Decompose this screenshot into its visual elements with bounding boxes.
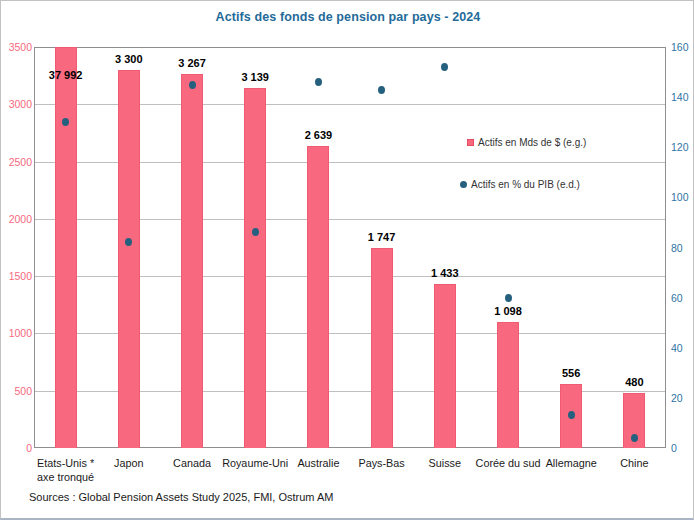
right-axis-tick: 20	[671, 392, 683, 404]
dot-pib	[505, 294, 512, 302]
dot-pib	[315, 78, 322, 86]
dot-pib	[189, 81, 196, 89]
bar-value-label: 2 639	[286, 129, 350, 141]
chart-title: Actifs des fonds de pension par pays - 2…	[1, 10, 694, 24]
left-axis-tick: 3500	[3, 41, 32, 53]
bar-actifs	[497, 322, 519, 448]
left-axis-tick: 3000	[3, 98, 32, 110]
left-axis-tick: 500	[3, 385, 32, 397]
bar-actifs	[55, 47, 77, 448]
dot-pib	[631, 434, 638, 442]
right-axis-tick: 160	[671, 41, 689, 53]
legend-bars-label: Actifs en Mds de $ (e.g.)	[478, 137, 586, 148]
right-axis-tick: 80	[671, 242, 683, 254]
right-axis-tick: 140	[671, 91, 689, 103]
chart-canvas: Actifs des fonds de pension par pays - 2…	[0, 0, 694, 520]
bar-actifs	[118, 70, 140, 448]
dot-pib	[378, 86, 385, 94]
bar-value-label: 1 098	[476, 305, 540, 317]
category-footnote: axe tronqué	[28, 471, 104, 485]
bar-actifs	[181, 74, 203, 448]
bar-value-label: 1 433	[413, 267, 477, 279]
right-axis-tick: 60	[671, 292, 683, 304]
bar-series-swatch-icon	[467, 139, 474, 146]
bar-value-label: 3 139	[223, 71, 287, 83]
legend-item-bars: Actifs en Mds de $ (e.g.)	[467, 137, 586, 148]
right-axis-tick: 120	[671, 141, 689, 153]
left-axis-tick: 2500	[3, 156, 32, 168]
bar-actifs	[244, 88, 266, 448]
bar-actifs	[371, 248, 393, 448]
bar-value-label: 37 992	[34, 69, 98, 81]
category-label: Chine	[596, 457, 672, 471]
right-axis-tick: 40	[671, 342, 683, 354]
left-axis-tick: 1000	[3, 327, 32, 339]
right-axis-tick: 0	[671, 442, 677, 454]
bar-value-label: 3 300	[97, 53, 161, 65]
source-note: Sources : Global Pension Assets Study 20…	[29, 491, 333, 503]
bar-value-label: 3 267	[160, 57, 224, 69]
bar-actifs	[434, 284, 456, 448]
right-axis-tick: 100	[671, 191, 689, 203]
dot-series-swatch-icon	[460, 181, 467, 188]
left-axis-tick: 1500	[3, 270, 32, 282]
left-axis-tick: 2000	[3, 213, 32, 225]
bar-value-label: 480	[602, 376, 666, 388]
bar-value-label: 556	[539, 367, 603, 379]
bar-actifs	[307, 146, 329, 448]
bar-value-label: 1 747	[350, 231, 414, 243]
legend-item-dots: Actifs en % du PIB (e.d.)	[460, 179, 580, 190]
legend-dots-label: Actifs en % du PIB (e.d.)	[471, 179, 580, 190]
left-axis-tick: 0	[3, 442, 32, 454]
